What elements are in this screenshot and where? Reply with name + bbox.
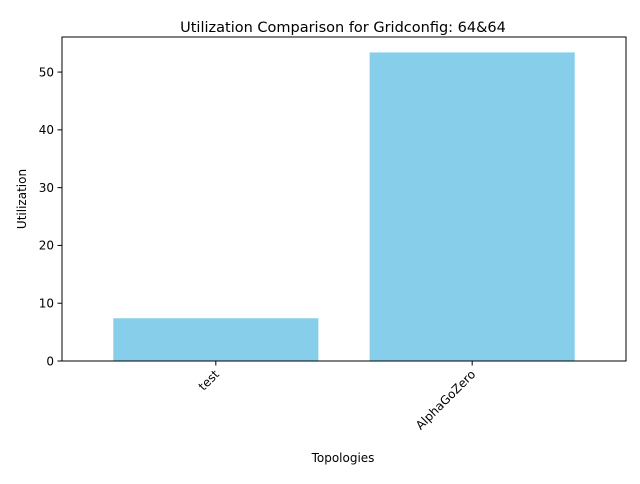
plot-frame — [61, 36, 627, 362]
y-tick-label: 40 — [39, 123, 54, 137]
y-tick-label: 0 — [46, 354, 54, 368]
x-axis-ticks: test AlphaGoZero — [196, 361, 478, 433]
y-tick-label: 30 — [39, 181, 54, 195]
bar-alphagozero — [369, 52, 575, 362]
y-axis-ticks: 0 10 20 30 40 50 — [39, 65, 62, 368]
chart-title: Utilization Comparison for Gridconfig: 6… — [180, 20, 506, 36]
x-axis-label: Topologies — [311, 451, 375, 465]
x-tick-label-test: test — [196, 367, 222, 393]
y-axis-label: Utilization — [15, 169, 29, 229]
y-tick-label: 50 — [39, 65, 54, 79]
y-tick-label: 10 — [39, 297, 54, 311]
bars-layer — [113, 52, 575, 362]
bar-test — [113, 318, 319, 361]
x-tick-label-alphagozero: AlphaGoZero — [413, 367, 478, 432]
y-tick-label: 20 — [39, 239, 54, 253]
